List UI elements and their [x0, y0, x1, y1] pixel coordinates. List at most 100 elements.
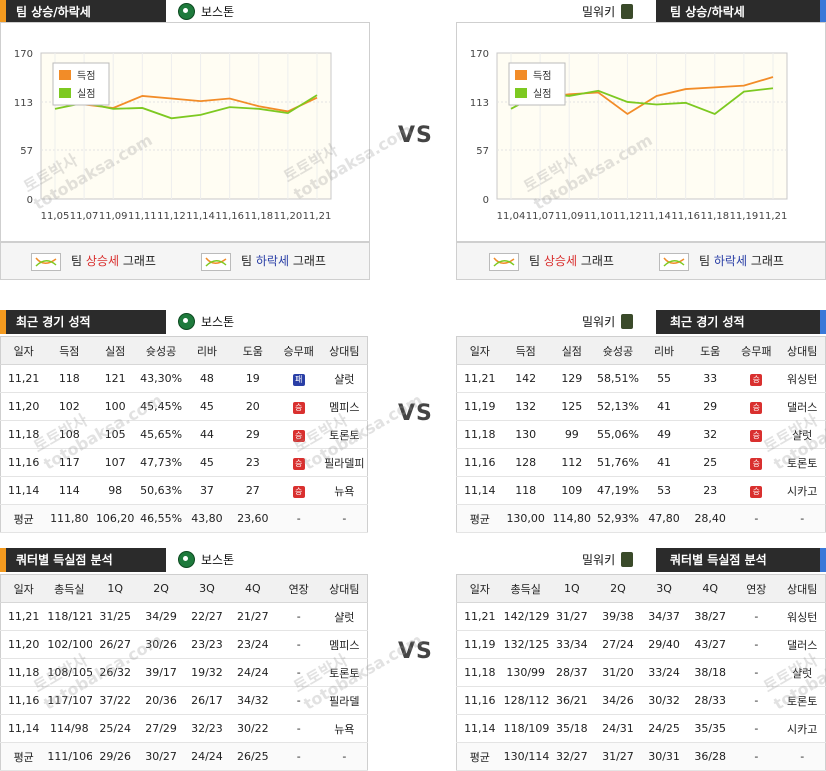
table-row: 11,16 128/112 36/21 34/26 30/32 28/33- 토론토 — [456, 686, 826, 715]
quarter-title-left: 쿼터별 득실점 분석 — [6, 548, 166, 572]
table-cell: 38/18 — [687, 658, 734, 687]
legend-suffix: 그래프 — [580, 254, 614, 268]
trend-graph-icon — [201, 252, 231, 271]
bucks-logo-icon — [621, 314, 634, 329]
table-cell: 27/24 — [594, 630, 641, 659]
table-cell: 시카고 — [779, 714, 826, 743]
loss-badge: 패 — [292, 373, 305, 386]
trend-graph-icon — [31, 252, 61, 271]
trend-graph-icon — [659, 252, 689, 271]
table-cell: 106,20 — [92, 504, 139, 533]
legend-label: 득점 — [533, 70, 551, 82]
table-cell: 111/106 — [46, 742, 93, 771]
table-cell: 뉴욕 — [321, 714, 368, 743]
table-cell: 34/37 — [641, 602, 688, 631]
team-label: 밀워키 — [582, 315, 616, 329]
quarter-table-left: 일자 총득실 1Q 2Q 3Q 4Q 연장 상대팀 11,21 118/121 31/25 34/29… — [0, 574, 368, 771]
legend-up: 팀 상승세 그래프 — [31, 252, 156, 271]
table-cell: 필라델피 — [321, 448, 368, 477]
table-cell: - — [275, 714, 322, 743]
table-cell: 11,16 — [0, 686, 47, 715]
legend-prefix: 팀 — [241, 254, 253, 268]
column-header: 상대팀 — [779, 336, 826, 365]
legend-suffix: 그래프 — [122, 254, 156, 268]
average-row: 평균 130,00 114,80 52,93% 47,80 28,40- - — [456, 504, 826, 533]
table-row: 11,18 130/99 28/37 31/20 33/24 38/18- 샬럿 — [456, 658, 826, 687]
table-cell: 28/37 — [548, 658, 595, 687]
table-cell: 35/18 — [548, 714, 595, 743]
table-cell: 28,40 — [687, 504, 734, 533]
table-cell: 23/24 — [229, 630, 276, 659]
recent-title-right: 최근 경기 성적 — [656, 310, 820, 334]
table-cell: 31/27 — [594, 742, 641, 771]
table-cell: 20/36 — [138, 686, 184, 715]
column-header: 슛성공 — [594, 336, 641, 365]
table-cell: 132/125 — [502, 630, 549, 659]
column-header: 실점 — [548, 336, 595, 365]
legend-prefix: 팀 — [71, 254, 83, 268]
team-label: 밀워키 — [582, 5, 616, 19]
y-tick-label: 113 — [14, 98, 33, 109]
header-accent — [0, 0, 6, 24]
table-cell: 시카고 — [779, 476, 826, 505]
x-tick-label: 11,12 — [613, 211, 642, 222]
x-tick-label: 11,05 — [41, 211, 70, 222]
table-cell: 26/25 — [229, 742, 276, 771]
table-cell: 19/32 — [184, 658, 230, 687]
trend-chart-left: 170 113 57 0 11,05 11,07 11,09 11,11 11,12 11,14 1… — [0, 22, 370, 242]
y-tick-label: 57 — [20, 146, 33, 157]
table-cell: 승 — [733, 364, 780, 393]
table-cell: 28/33 — [687, 686, 734, 715]
column-header: 1Q — [92, 574, 139, 603]
y-tick-label: 0 — [27, 195, 33, 206]
x-tick-label: 11,16 — [671, 211, 700, 222]
table-cell: 27/29 — [138, 714, 184, 743]
table-cell: 32/27 — [548, 742, 595, 771]
table-row: 11,16 128 112 51,76% 41 25 승 토론토 — [456, 448, 826, 477]
table-row: 11,18 108 105 45,65% 44 29 승 토론토 — [0, 420, 368, 449]
table-cell: 토론토 — [779, 448, 826, 477]
table-cell: 98 — [92, 476, 139, 505]
legend-label: 실점 — [77, 88, 95, 100]
table-cell: 130/99 — [502, 658, 549, 687]
table-cell: 30/27 — [138, 742, 184, 771]
x-tick-label: 11,12 — [157, 211, 186, 222]
table-cell: 45,65% — [138, 420, 184, 449]
x-tick-label: 11,04 — [497, 211, 526, 222]
table-cell: 129 — [548, 364, 595, 393]
table-cell: 패 — [275, 364, 322, 393]
win-badge: 승 — [292, 429, 305, 442]
table-cell: 111,80 — [46, 504, 93, 533]
column-header: 상대팀 — [321, 336, 368, 365]
trend-title-right: 팀 상승/하락세 — [656, 0, 820, 24]
column-header: 상대팀 — [321, 574, 368, 603]
recent-table-left: 일자 득점 실점 슛성공 리바 도움 승무패 상대팀 11,21 118 121 43,30% 48 19… — [0, 336, 368, 533]
column-header: 리바 — [641, 336, 688, 365]
table-cell: 24/25 — [641, 714, 688, 743]
column-header: 도움 — [687, 336, 734, 365]
table-cell: 23 — [687, 476, 734, 505]
team-name-right: 밀워키 — [582, 0, 639, 24]
table-cell: 118/109 — [502, 714, 549, 743]
table-cell: 11,16 — [0, 448, 47, 477]
win-badge: 승 — [750, 401, 763, 414]
table-cell: 샬럿 — [779, 658, 826, 687]
table-cell: 11,21 — [0, 364, 47, 393]
team-name-right: 밀워키 — [582, 310, 639, 334]
table-cell: 토론토 — [779, 686, 826, 715]
table-cell: 43/27 — [687, 630, 734, 659]
column-header: 2Q — [594, 574, 641, 603]
table-cell: 32/23 — [184, 714, 230, 743]
legend-down-label: 하락세 — [713, 254, 747, 268]
table-cell: 108/105 — [46, 658, 93, 687]
table-cell: 48 — [184, 364, 230, 393]
table-cell: 31/20 — [594, 658, 641, 687]
table-cell: 142 — [502, 364, 549, 393]
table-cell: 26/17 — [184, 686, 230, 715]
table-row: 11,18 108/105 26/32 39/17 19/32 24/24- 토론토 — [0, 658, 368, 687]
y-tick-label: 170 — [470, 49, 489, 60]
column-header: 리바 — [184, 336, 230, 365]
table-cell: 99 — [548, 420, 595, 449]
table-cell: 승 — [733, 392, 780, 421]
